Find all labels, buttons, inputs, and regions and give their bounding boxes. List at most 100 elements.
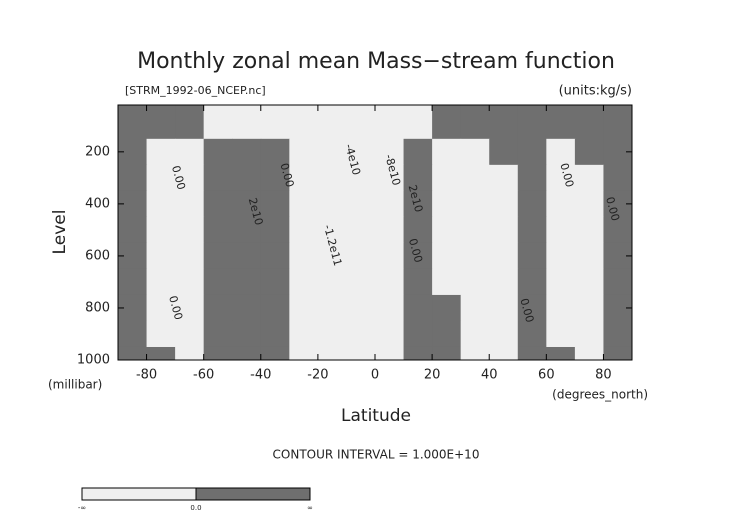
field-cell [175,242,205,270]
x-tick-label: -60 [193,368,214,383]
y-tick-label: 400 [85,196,110,211]
field-cell [175,216,205,244]
x-tick-label: 20 [424,368,441,383]
x-tick-label: 60 [538,368,555,383]
field-cell [460,190,490,218]
x-tick-label: 0 [371,368,379,383]
colorbar-positive [195,487,311,501]
field-cell [460,320,490,348]
field-cell [317,138,347,166]
field-cell [460,242,490,270]
field-cell [432,138,462,166]
field-cell [460,216,490,244]
field-cell [489,346,519,361]
field-cell [146,346,176,361]
field-cell [232,105,262,140]
field-cell [203,105,233,140]
field-cell [403,346,433,361]
y-tick-label: 800 [85,300,110,315]
field-cell [118,164,148,192]
y-units: (millibar) [48,378,102,392]
field-cell [546,105,576,140]
field-cell [175,190,205,218]
field-cell [260,268,290,296]
field-cell [460,105,490,140]
field-cell [146,105,176,140]
field-cell [175,164,205,192]
contour-label: 0.00 [278,162,297,189]
field-cell [489,216,519,244]
field-cell [260,294,290,322]
field-cell [317,216,347,244]
field-cell [574,164,604,192]
field-cell [375,105,405,140]
field-cell [403,105,433,140]
x-tick-label: 40 [481,368,498,383]
field-cell [603,268,633,296]
field-cell [346,216,376,244]
y-tick-label: 600 [85,248,110,263]
field-cell [375,294,405,322]
field-cell [346,190,376,218]
field-cell [289,190,319,218]
field-cell [546,320,576,348]
field-cell [232,346,262,361]
field-cell [375,268,405,296]
x-tick-label: -40 [250,368,271,383]
field-cell [603,164,633,192]
field-cell [603,216,633,244]
x-tick-label: -20 [307,368,328,383]
field-cell [489,268,519,296]
field-cell [517,346,547,361]
field-cell [203,268,233,296]
field-cell [489,164,519,192]
field-cell [346,242,376,270]
field-cell [574,268,604,296]
field-cell [403,294,433,322]
field-cell [175,138,205,166]
field-cell [574,190,604,218]
field-cell [432,320,462,348]
field-cell [289,294,319,322]
field-cell [289,268,319,296]
field-cell [546,216,576,244]
field-cell [432,216,462,244]
field-cell [574,138,604,166]
field-cell [260,190,290,218]
field-cell [346,268,376,296]
field-cell [432,268,462,296]
field-cell [203,242,233,270]
field-cell [546,346,576,361]
field-cell [432,242,462,270]
field-cell [432,294,462,322]
field-cell [289,346,319,361]
contour-label: 0.00 [603,195,622,222]
field-cell [289,320,319,348]
field-cell [489,138,519,166]
field-cell [546,268,576,296]
field-cell [146,138,176,166]
field-cell [232,216,262,244]
field-cell [574,294,604,322]
field-cell [232,190,262,218]
y-axis-title: Level [50,210,70,255]
subtitle-right: (units:kg/s) [559,84,632,99]
field-cell [517,105,547,140]
field-cell [346,294,376,322]
field-cell [546,190,576,218]
field-cell [375,320,405,348]
field-cell [574,346,604,361]
field-cell [574,216,604,244]
field-cell [517,164,547,192]
field-cell [460,164,490,192]
field-cell [546,164,576,192]
contour-interval: CONTOUR INTERVAL = 1.000E+10 [273,448,480,462]
field-cell [346,346,376,361]
field-cell [232,242,262,270]
field-cell [403,190,433,218]
field-cell [118,105,148,140]
field-cell [317,242,347,270]
field-cell [489,294,519,322]
field-cell [118,346,148,361]
field-cell [203,294,233,322]
